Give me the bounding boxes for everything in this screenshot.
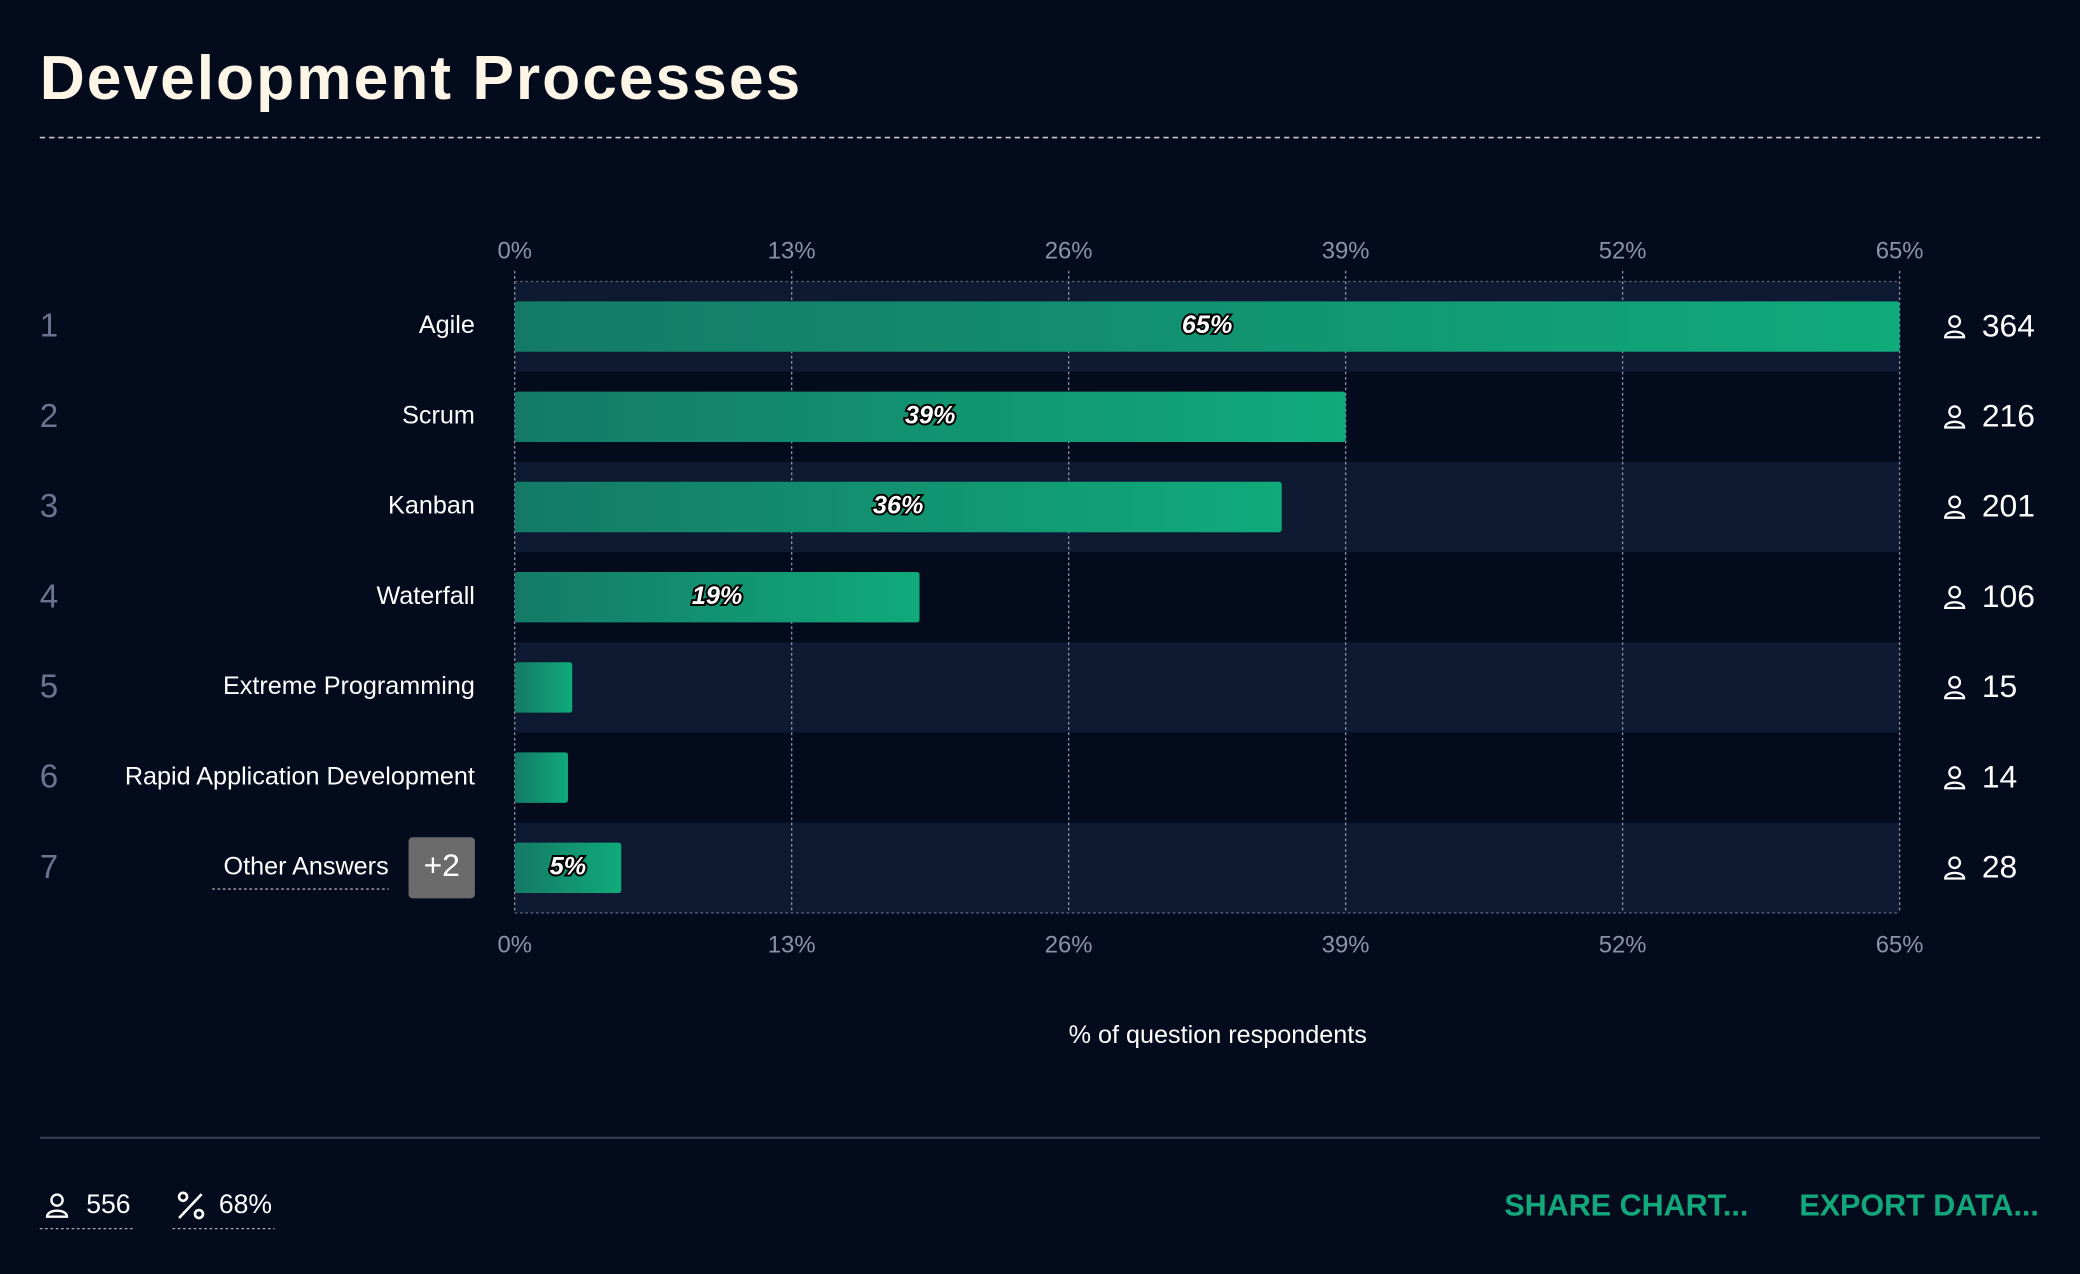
- rank: 4: [40, 578, 58, 615]
- export-data-button[interactable]: EXPORT DATA...: [1799, 1188, 2039, 1222]
- respondent-count: 364: [1982, 307, 2035, 343]
- category-label: Scrum: [402, 401, 475, 429]
- percent-icon: [177, 1191, 205, 1220]
- respondents-icon: [45, 1193, 69, 1219]
- person-icon: [1943, 675, 1966, 700]
- x-tick-label: 39%: [1322, 238, 1370, 265]
- person-icon: [1943, 495, 1966, 519]
- x-tick-label: 13%: [768, 238, 816, 265]
- bar: [514, 752, 568, 803]
- person-icon: [1943, 765, 1966, 790]
- value-label: 65%: [1182, 311, 1232, 339]
- rank: 6: [40, 759, 58, 796]
- rank: 5: [40, 669, 58, 706]
- x-tick-label: 0%: [497, 238, 531, 265]
- respondent-count: 106: [1982, 578, 2035, 614]
- value-label: 39%: [905, 401, 955, 429]
- row-band: [514, 642, 1900, 733]
- rank: 1: [40, 308, 58, 345]
- respondent-count: 15: [1982, 668, 2017, 704]
- page-title: Development Processes: [40, 44, 802, 113]
- x-axis-label: % of question respondents: [1069, 1021, 1367, 1049]
- person-icon: [1943, 585, 1966, 610]
- person-icon: [1943, 405, 1966, 429]
- value-label: 5%: [550, 852, 586, 880]
- x-tick-label: 65%: [1876, 931, 1924, 958]
- bar: [514, 391, 1346, 442]
- rank: 7: [40, 849, 58, 886]
- x-tick-label: 13%: [768, 931, 816, 958]
- respondent-count: 28: [1982, 849, 2017, 885]
- rank: 3: [40, 488, 58, 525]
- x-tick-label: 39%: [1322, 931, 1370, 958]
- bar: [514, 572, 920, 623]
- x-tick-label: 26%: [1045, 238, 1093, 265]
- respondents-total[interactable]: 556: [86, 1189, 130, 1219]
- category-label: Rapid Application Development: [125, 762, 475, 790]
- category-label: Waterfall: [376, 582, 474, 610]
- x-tick-label: 0%: [497, 931, 531, 958]
- rank: 2: [40, 398, 58, 435]
- other-badge[interactable]: +2: [424, 847, 460, 883]
- person-icon: [1943, 856, 1966, 880]
- share-chart-button[interactable]: SHARE CHART...: [1504, 1188, 1748, 1222]
- value-label: 36%: [873, 492, 923, 520]
- category-label: Kanban: [388, 492, 475, 520]
- value-label: 19%: [692, 582, 742, 610]
- category-label: Agile: [419, 311, 475, 339]
- respondent-count: 14: [1982, 758, 2017, 794]
- row-band: [514, 822, 1900, 913]
- x-tick-label: 65%: [1876, 238, 1924, 265]
- category-label[interactable]: Other Answers: [223, 852, 388, 880]
- x-tick-label: 26%: [1045, 931, 1093, 958]
- x-tick-label: 52%: [1599, 931, 1647, 958]
- other-badge-bg: [408, 837, 475, 899]
- bar: [514, 662, 573, 713]
- x-tick-label: 52%: [1599, 238, 1647, 265]
- bar: [514, 301, 1900, 352]
- plot-area: 0%0%13%13%26%26%39%39%52%52%65%65%1 Agile…: [40, 238, 2035, 959]
- category-label: Extreme Programming: [223, 672, 475, 700]
- respondent-count: 201: [1982, 488, 2035, 524]
- respondent-count: 216: [1982, 398, 2035, 434]
- bar: [514, 481, 1282, 533]
- person-icon: [1943, 314, 1966, 339]
- bar: [514, 842, 622, 894]
- percent-total[interactable]: 68%: [219, 1189, 272, 1219]
